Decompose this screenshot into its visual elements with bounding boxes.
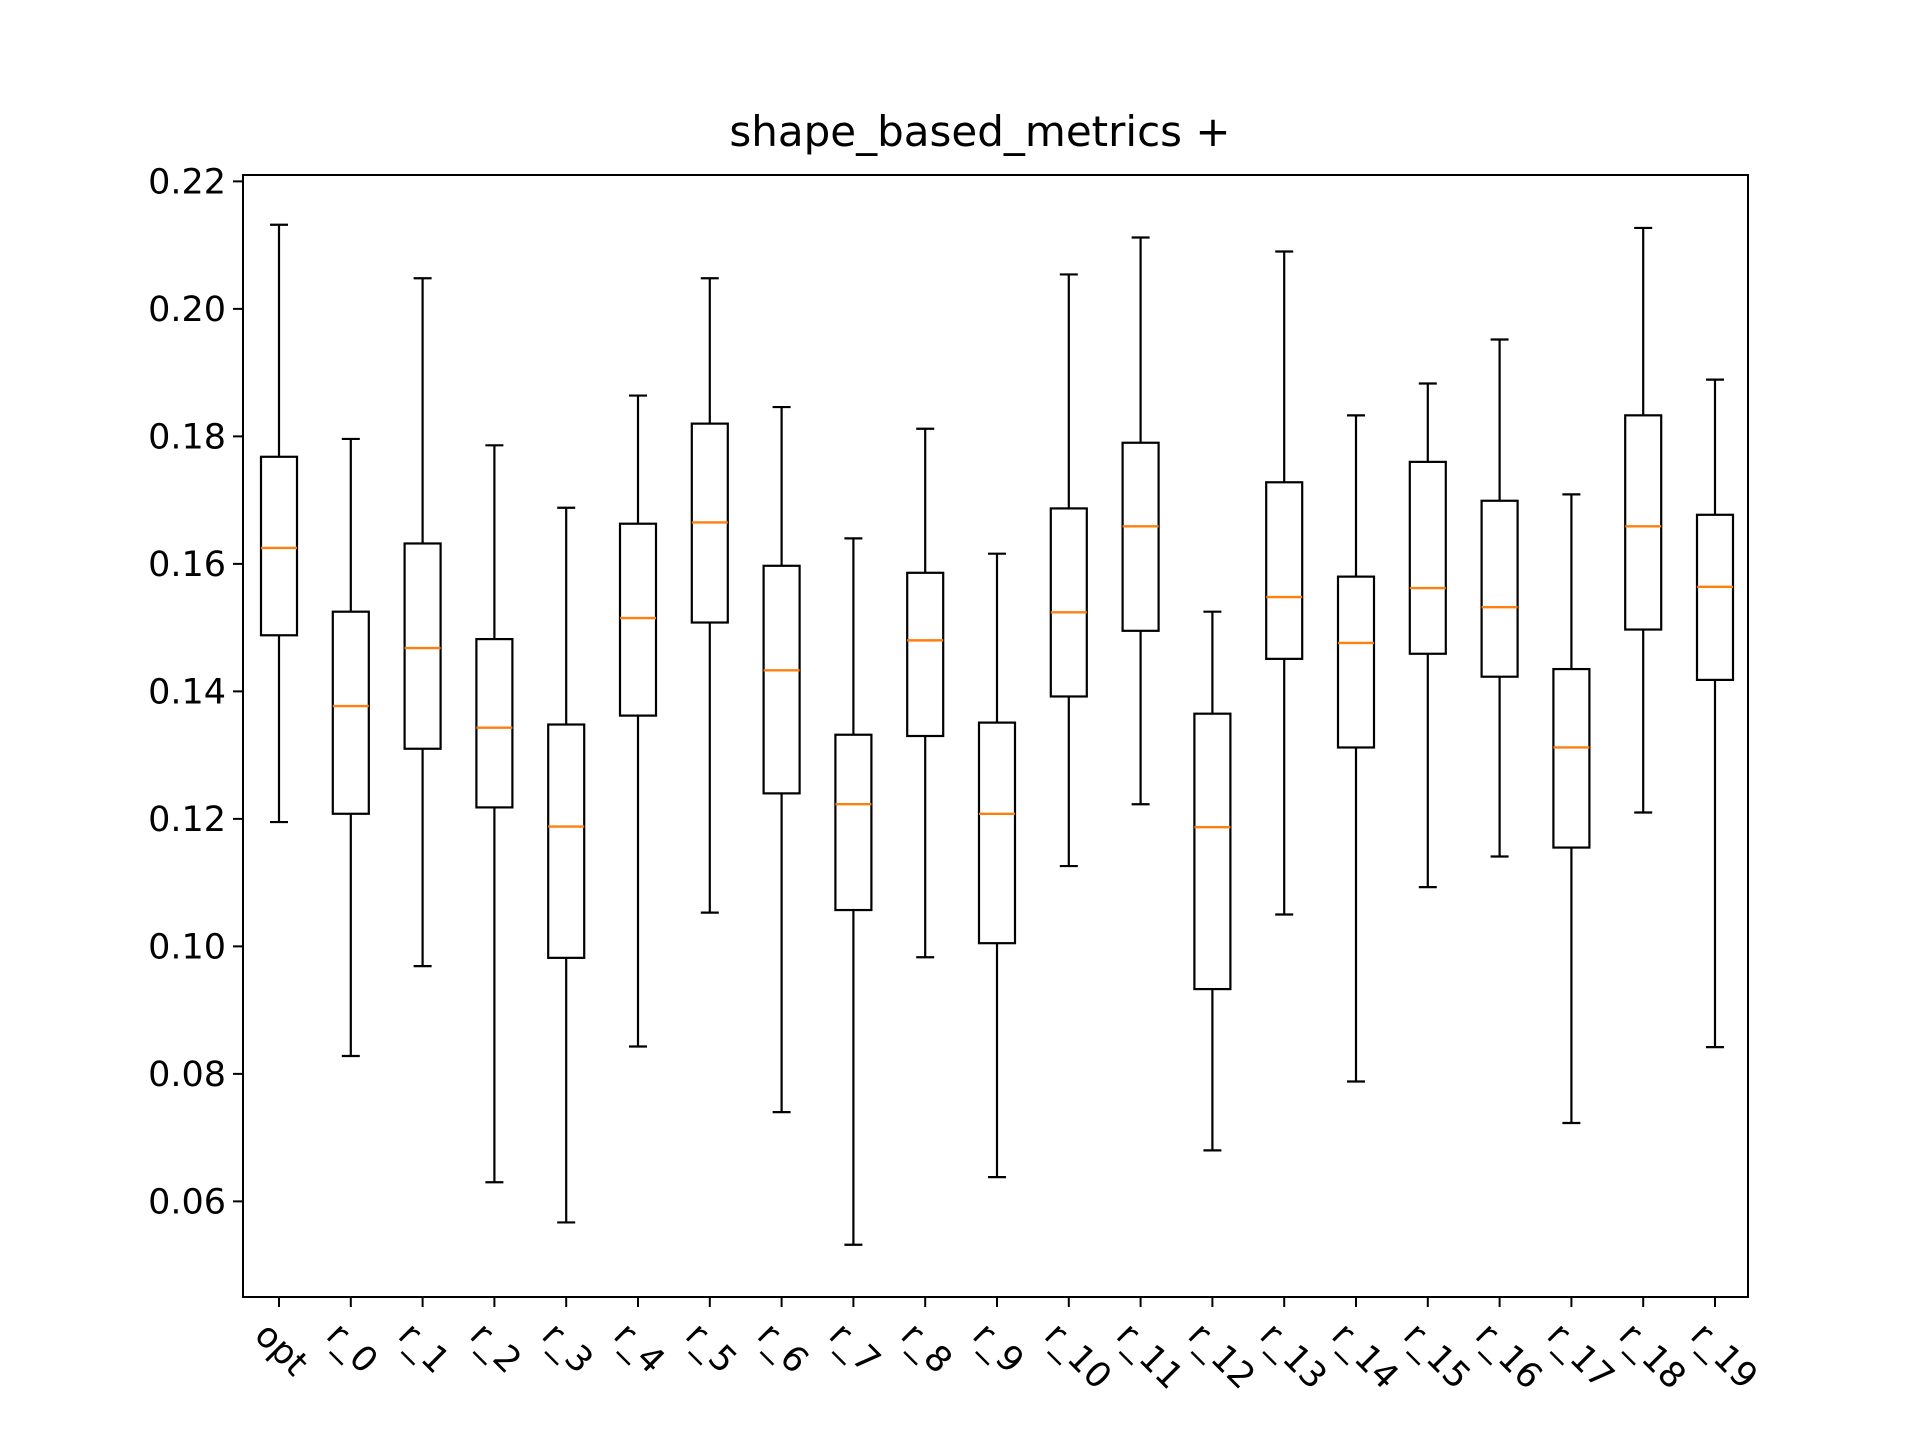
box-r-6 bbox=[762, 405, 801, 1114]
box-iqr bbox=[1480, 499, 1519, 678]
box-iqr bbox=[547, 723, 586, 959]
box-iqr bbox=[403, 542, 442, 750]
box-r-15 bbox=[1408, 382, 1447, 889]
y-tick-label: 0.12 bbox=[148, 800, 226, 840]
box-iqr bbox=[259, 455, 299, 637]
y-tick-label: 0.18 bbox=[148, 417, 226, 457]
y-tick-label: 0.20 bbox=[148, 290, 226, 330]
y-tick-label: 0.16 bbox=[148, 545, 226, 585]
box-r-14 bbox=[1336, 414, 1376, 1083]
y-tick-label: 0.06 bbox=[148, 1182, 226, 1222]
box-iqr bbox=[906, 571, 945, 738]
box-iqr bbox=[1552, 667, 1591, 849]
box-iqr bbox=[1695, 513, 1735, 681]
box-r-4 bbox=[618, 394, 658, 1048]
box-plot-series bbox=[259, 223, 1735, 1246]
box-opt bbox=[259, 223, 299, 824]
box-r-13 bbox=[1265, 250, 1304, 916]
chart-title: shape_based_metrics + bbox=[729, 107, 1230, 156]
box-iqr bbox=[618, 522, 658, 717]
plot-area-frame bbox=[242, 174, 1749, 1298]
box-r-2 bbox=[475, 444, 514, 1184]
box-r-8 bbox=[906, 427, 945, 959]
box-r-16 bbox=[1480, 338, 1519, 858]
box-iqr bbox=[1336, 575, 1376, 749]
box-iqr bbox=[762, 564, 801, 795]
box-iqr bbox=[1121, 441, 1160, 632]
box-r-17 bbox=[1552, 493, 1591, 1125]
box-r-18 bbox=[1624, 226, 1663, 814]
box-iqr bbox=[834, 733, 873, 912]
y-axis: 0.06 0.08 0.10 0.12 0.14 0.16 0.18 0.20 0.22 bbox=[148, 162, 243, 1222]
box-iqr bbox=[331, 610, 370, 815]
box-r-1 bbox=[403, 277, 442, 968]
box-iqr bbox=[475, 637, 514, 809]
y-tick-label: 0.10 bbox=[148, 927, 226, 967]
box-iqr bbox=[1193, 712, 1232, 991]
box-r-19 bbox=[1695, 378, 1735, 1049]
box-iqr bbox=[1408, 460, 1447, 655]
y-tick-label: 0.08 bbox=[148, 1055, 226, 1095]
box-r-3 bbox=[547, 506, 586, 1224]
box-iqr bbox=[1049, 507, 1088, 698]
box-r-9 bbox=[977, 552, 1017, 1179]
box-r-10 bbox=[1049, 273, 1088, 868]
box-r-12 bbox=[1193, 610, 1232, 1152]
box-r-7 bbox=[834, 537, 873, 1246]
box-r-11 bbox=[1121, 236, 1160, 806]
y-tick-label: 0.14 bbox=[148, 672, 226, 712]
box-iqr bbox=[977, 721, 1017, 945]
box-iqr bbox=[1265, 481, 1304, 660]
box-r-0 bbox=[331, 437, 370, 1058]
box-iqr bbox=[1624, 414, 1663, 631]
y-tick-label: 0.22 bbox=[148, 162, 226, 202]
box-r-5 bbox=[690, 277, 729, 914]
